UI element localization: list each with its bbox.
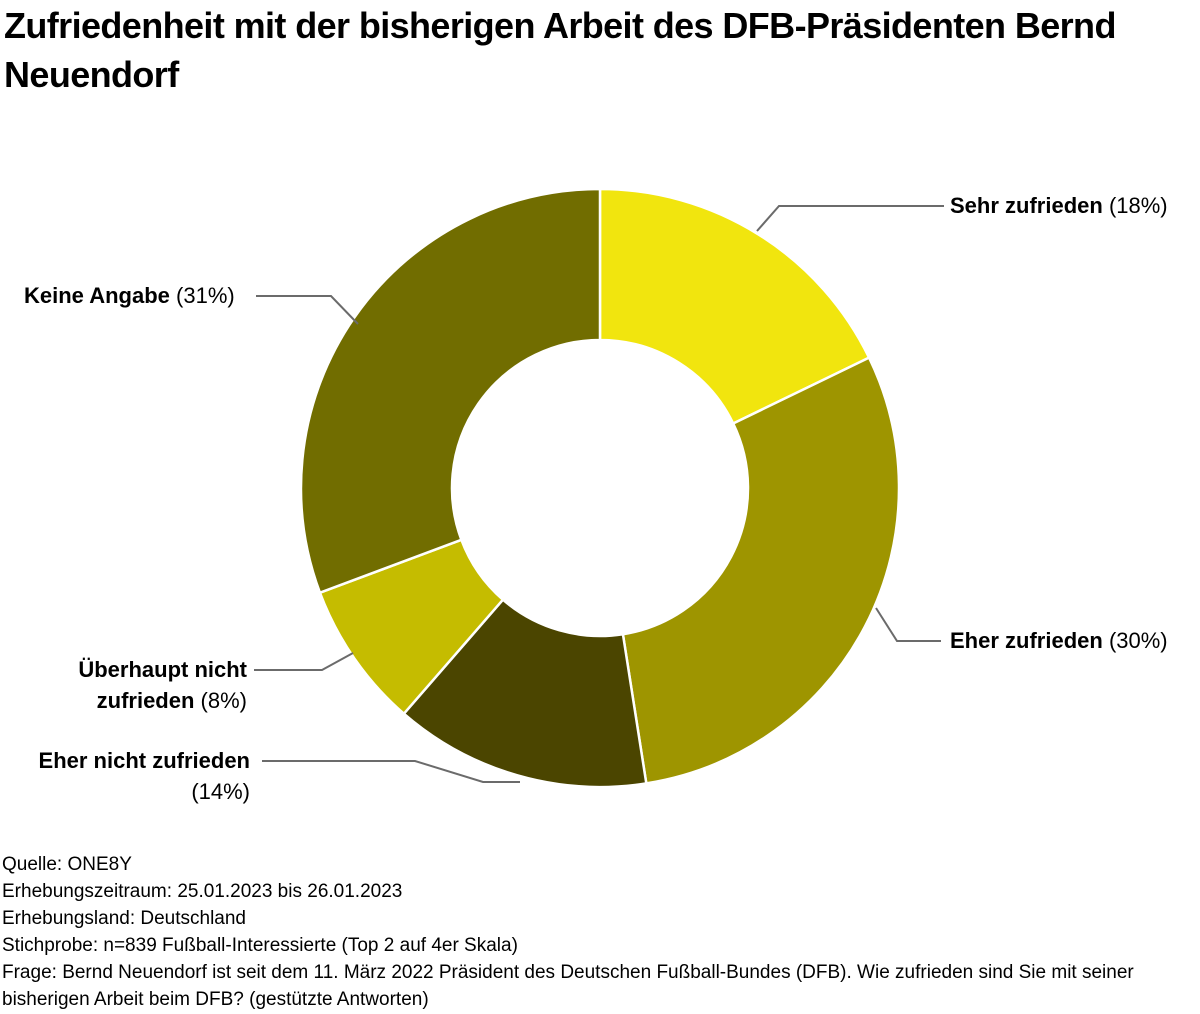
footer-notes: Quelle: ONE8Y Erhebungszeitraum: 25.01.2… <box>2 851 1170 1013</box>
slice-label-line: Eher nicht zufrieden <box>0 745 250 776</box>
leader-line <box>875 607 941 642</box>
slice-label-percent: (14%) <box>191 779 250 804</box>
slice-label-name: Eher nicht zufrieden <box>38 748 250 773</box>
slice-label-percent: (31%) <box>176 283 235 308</box>
footer-survey-period: Erhebungszeitraum: 25.01.2023 bis 26.01.… <box>2 881 403 902</box>
leader-line <box>254 652 354 671</box>
slice-label-eher-nicht-zufrieden: Eher nicht zufrieden (14%) <box>0 745 250 807</box>
page-title: Zufriedenheit mit der bisherigen Arbeit … <box>4 5 1116 95</box>
leader-lines <box>254 205 944 783</box>
leader-line <box>262 760 520 783</box>
leader-line <box>256 295 359 325</box>
slice-label-sehr-zufrieden: Sehr zufrieden (18%) <box>950 192 1168 220</box>
pie-slices <box>299 187 901 789</box>
slice-label-line: Überhaupt nicht <box>0 654 247 685</box>
pie-slice-2 <box>621 356 901 785</box>
slice-label-line: zufrieden (8%) <box>0 685 247 716</box>
slice-label-percent: (8%) <box>200 688 247 713</box>
leader-line <box>756 205 944 232</box>
slice-label-name: Eher zufrieden <box>950 628 1103 653</box>
footer-sample: Stichprobe: n=839 Fußball-Interessierte … <box>2 935 518 956</box>
pie-slice-1 <box>598 187 871 425</box>
pie-slice-3 <box>402 598 648 789</box>
slice-label-name: zufrieden <box>96 688 195 713</box>
slice-label-percent: (18%) <box>1108 193 1168 218</box>
footer-question: Frage: Bernd Neuendorf ist seit dem 11. … <box>2 962 1134 1010</box>
slice-label-keine-angabe: Keine Angabe (31%) <box>24 282 235 310</box>
slice-label-name: Sehr zufrieden <box>950 193 1103 218</box>
slice-label-ueberhaupt-nicht-zufrieden: Überhaupt nicht zufrieden (8%) <box>0 654 247 716</box>
slice-label-percent: (30%) <box>1108 628 1168 653</box>
slice-label-eher-zufrieden: Eher zufrieden (30%) <box>950 627 1168 655</box>
slice-label-line: (14%) <box>0 776 250 807</box>
footer-source: Quelle: ONE8Y <box>2 854 132 875</box>
pie-slice-5 <box>299 187 602 594</box>
slice-label-name: Keine Angabe <box>24 283 170 308</box>
slice-label-name: Überhaupt nicht <box>78 657 247 682</box>
footer-survey-country: Erhebungsland: Deutschland <box>2 908 247 929</box>
